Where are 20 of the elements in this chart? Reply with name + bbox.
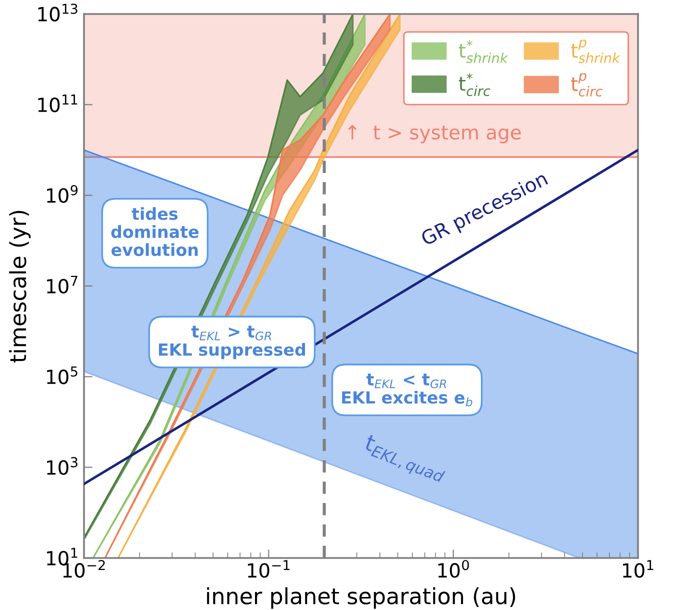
y-tick-label: 10$^{13}$ (38, 4, 78, 22)
y-tick-label: 10$^{3}$ (47, 457, 78, 475)
legend-label: t$^{p}$$_{circ}$ (571, 73, 602, 97)
x-tick-label: 10$^{0}$ (438, 560, 469, 578)
legend-label: t$^{*}$$_{shrink}$ (458, 40, 508, 64)
annotation: t$_{EKL}$ > t$_{GR}$ EKL suppressed (158, 326, 306, 360)
y-tick-label: 10$^{11}$ (38, 94, 78, 112)
annotation: t$_{EKL}$ < t$_{GR}$ EKL excites e$_{b}$ (342, 374, 472, 406)
y-tick-label: 10$^{9}$ (47, 185, 78, 203)
band-label: ↑ t > system age (348, 125, 521, 144)
legend-label: t$^{p}$$_{shrink}$ (571, 40, 620, 64)
x-axis-title: inner planet separation (au) (207, 587, 516, 609)
legend-label: t$^{*}$$_{circ}$ (458, 73, 490, 96)
annotation: t$_{EKL,quad}$ (361, 434, 448, 486)
x-tick-label: 10$^{1}$ (623, 560, 654, 578)
y-tick-label: 10$^{7}$ (47, 276, 78, 294)
y-tick-label: 10$^{5}$ (47, 366, 78, 384)
y-axis-title: timescale (yr) (9, 210, 31, 362)
annotation: tides dominate evolution (111, 207, 199, 256)
x-tick-label: 10$^{−1}$ (248, 560, 290, 578)
